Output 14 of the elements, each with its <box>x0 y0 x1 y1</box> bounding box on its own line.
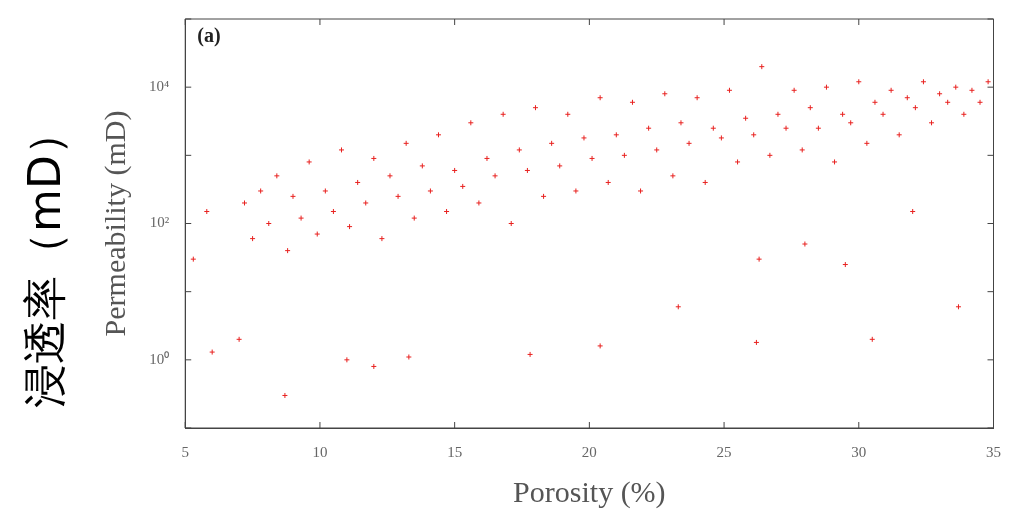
x-tick-label: 5 <box>181 443 189 460</box>
x-tick-label: 30 <box>851 443 867 460</box>
y-tick-label: 10⁰ <box>149 350 170 367</box>
y-tick-label: 10² <box>149 214 170 231</box>
y-axis-title: Permeability (mD) <box>97 110 132 337</box>
x-tick-label: 10 <box>312 443 328 460</box>
text: 浸透率（mD） <box>17 110 71 408</box>
x-axis-title: Porosity (%) <box>513 474 666 509</box>
y-tick-label: 10⁴ <box>149 78 170 95</box>
x-tick-label: 20 <box>581 443 597 460</box>
x-tick-label: 25 <box>716 443 732 460</box>
x-tick-label: 15 <box>447 443 463 460</box>
x-tick-label: 35 <box>986 443 1001 460</box>
annotation: (a) <box>197 24 221 48</box>
